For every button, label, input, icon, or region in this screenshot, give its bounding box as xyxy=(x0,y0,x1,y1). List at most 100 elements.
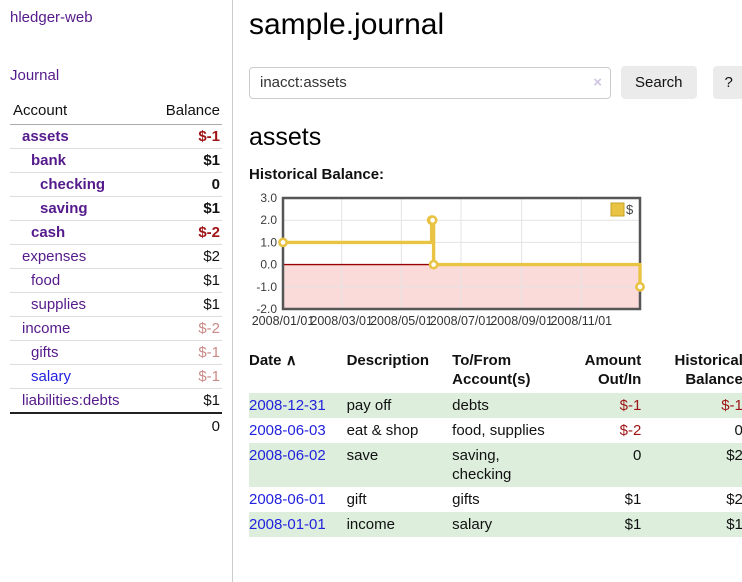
transaction-balance: 0 xyxy=(734,422,742,439)
transaction-description: eat & shop xyxy=(346,422,419,439)
svg-text:2008/01/01: 2008/01/01 xyxy=(252,314,315,328)
account-row: food $1 xyxy=(10,268,222,293)
transactions-header-row: Date ∧ Description To/From Account(s) Am… xyxy=(249,349,742,393)
transaction-accounts: salary xyxy=(452,516,493,533)
accounts-column-balance: Balance xyxy=(148,98,222,125)
transaction-date-link[interactable]: 2008-06-03 xyxy=(249,422,326,439)
svg-text:3.0: 3.0 xyxy=(260,191,277,205)
accounts-total-row: 0 xyxy=(10,412,222,438)
account-row: liabilities:debts $1 xyxy=(10,388,222,414)
account-row: saving $1 xyxy=(10,196,222,221)
column-accounts: To/From Account(s) xyxy=(452,352,531,388)
account-link[interactable]: supplies xyxy=(31,296,87,313)
clear-search-icon[interactable]: × xyxy=(593,73,602,91)
svg-text:2008/07/01: 2008/07/01 xyxy=(430,314,493,328)
transaction-date-cell: 2008-06-01 xyxy=(249,487,347,512)
account-link[interactable]: income xyxy=(22,320,71,337)
main-content: sample.journal × Search ? assets Histori… xyxy=(233,0,742,582)
svg-text:-1.0: -1.0 xyxy=(256,280,277,294)
search-box: × xyxy=(249,66,611,99)
column-description: Description xyxy=(346,352,430,369)
section-title: assets xyxy=(249,123,322,151)
transaction-date-link[interactable]: 2008-12-31 xyxy=(249,397,326,414)
account-link[interactable]: liabilities:debts xyxy=(22,392,120,409)
svg-text:2.0: 2.0 xyxy=(260,213,277,227)
account-row: salary $-1 xyxy=(10,364,222,389)
sidebar-item-journal[interactable]: Journal xyxy=(10,67,60,84)
accounts-table: Account Balance assets $-1 bank $1 checking 0… xyxy=(10,98,222,438)
transaction-accounts: debts xyxy=(452,397,489,414)
transaction-description: income xyxy=(346,516,395,533)
account-row: assets $-1 xyxy=(10,124,222,149)
transaction-amount: $1 xyxy=(624,516,642,533)
transaction-date-link[interactable]: 2008-01-01 xyxy=(249,516,326,533)
account-row: cash $-2 xyxy=(10,220,222,245)
transaction-row: 2008-06-01 gift gifts $1 $2 xyxy=(249,487,742,512)
transaction-date-cell: 2008-12-31 xyxy=(249,393,347,418)
help-button[interactable]: ? xyxy=(712,66,742,99)
account-link[interactable]: checking xyxy=(40,176,106,193)
column-date-label: Date xyxy=(249,352,282,369)
account-balance: $-1 xyxy=(148,364,222,389)
accounts-total-value: 0 xyxy=(148,412,222,438)
transaction-row: 2008-01-01 income salary $1 $1 xyxy=(249,512,742,537)
account-link[interactable]: salary xyxy=(31,368,72,385)
account-row: income $-2 xyxy=(10,316,222,341)
account-balance: $-2 xyxy=(148,220,222,245)
transaction-description: save xyxy=(346,447,379,464)
svg-text:2008/11/01: 2008/11/01 xyxy=(550,314,612,328)
account-balance: $-1 xyxy=(148,124,222,149)
column-date[interactable]: Date ∧ xyxy=(249,349,347,393)
svg-text:0.0: 0.0 xyxy=(260,258,277,272)
account-balance: $2 xyxy=(148,244,222,269)
account-row: checking 0 xyxy=(10,172,222,197)
svg-text:2008/03/01: 2008/03/01 xyxy=(310,314,373,328)
account-balance: $1 xyxy=(148,388,222,414)
transaction-amount: $-2 xyxy=(619,422,642,439)
transaction-amount: $-1 xyxy=(619,397,642,414)
transaction-date-link[interactable]: 2008-06-02 xyxy=(249,447,326,464)
app-title-link[interactable]: hledger-web xyxy=(10,9,93,26)
transaction-row: 2008-06-02 save saving, checking 0 $2 xyxy=(249,443,742,487)
page-title: sample.journal xyxy=(249,8,445,41)
account-link[interactable]: gifts xyxy=(31,344,59,361)
search-bar: × Search ? xyxy=(249,66,742,99)
svg-text:1.0: 1.0 xyxy=(260,235,277,249)
account-row: bank $1 xyxy=(10,148,222,173)
historical-balance-chart[interactable]: 3.0 2.0 1.0 0.0 -1.0 -2.0 2008/01/01 2008/03/01… xyxy=(249,191,709,333)
transaction-date-link[interactable]: 2008-06-01 xyxy=(249,491,326,508)
transaction-description: gift xyxy=(346,491,367,508)
account-balance: 0 xyxy=(148,172,222,197)
account-link[interactable]: food xyxy=(31,272,61,289)
account-balance: $1 xyxy=(148,196,222,221)
account-link[interactable]: cash xyxy=(31,224,66,241)
sort-ascending-icon: ∧ xyxy=(285,352,297,369)
accounts-column-account: Account xyxy=(10,98,149,125)
account-link[interactable]: assets xyxy=(22,128,69,145)
account-row: expenses $2 xyxy=(10,244,222,269)
chart-title: Historical Balance: xyxy=(249,166,385,183)
account-balance: $1 xyxy=(148,268,222,293)
account-balance: $-2 xyxy=(148,316,222,341)
search-input[interactable] xyxy=(249,66,611,99)
transaction-accounts: saving, checking xyxy=(452,447,512,483)
column-balance: Historical Balance xyxy=(674,352,742,388)
account-balance: $-1 xyxy=(148,340,222,365)
transaction-accounts: food, supplies xyxy=(452,422,545,439)
transaction-description: pay off xyxy=(346,397,392,414)
account-link[interactable]: saving xyxy=(40,200,88,217)
transactions-table: Date ∧ Description To/From Account(s) Am… xyxy=(249,349,742,537)
svg-text:2008/05/01: 2008/05/01 xyxy=(370,314,433,328)
svg-text:2008/09/01: 2008/09/01 xyxy=(490,314,553,328)
transaction-amount: $1 xyxy=(624,491,642,508)
transaction-accounts: gifts xyxy=(452,491,480,508)
transaction-amount: 0 xyxy=(632,447,642,464)
search-button[interactable]: Search xyxy=(621,66,697,99)
transaction-balance: $1 xyxy=(726,516,742,533)
transaction-row: 2008-06-03 eat & shop food, supplies $-2 0 xyxy=(249,418,742,443)
account-link[interactable]: expenses xyxy=(22,248,87,265)
svg-text:$: $ xyxy=(626,202,634,217)
account-row: supplies $1 xyxy=(10,292,222,317)
account-link[interactable]: bank xyxy=(31,152,67,169)
